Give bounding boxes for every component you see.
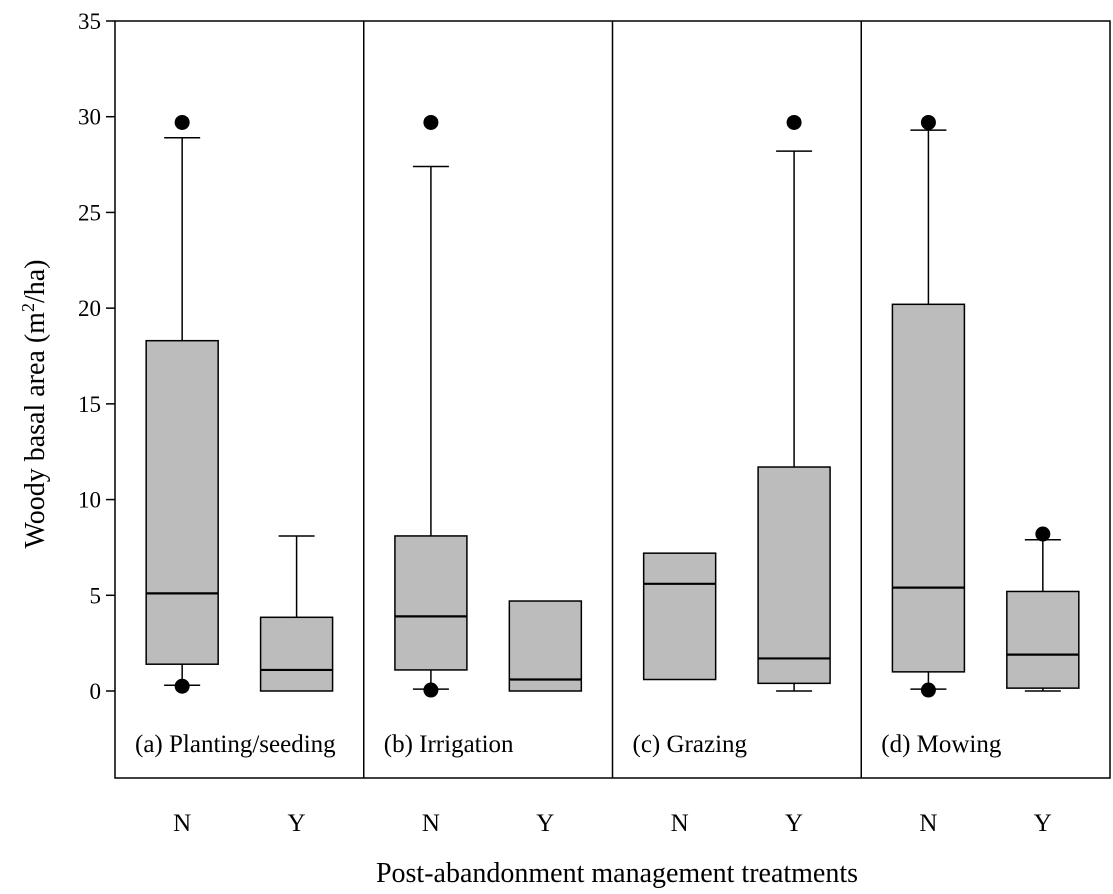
x-category-label: Y xyxy=(785,810,803,837)
outlier-point xyxy=(920,682,936,698)
y-axis-title: Woody basal area (m2/ha) xyxy=(18,260,51,549)
panel-1: (a) Planting/seeding xyxy=(135,114,336,758)
y-tick-label-20: 20 xyxy=(78,296,101,321)
x-category-label: Y xyxy=(288,810,306,837)
outlier-point xyxy=(423,114,439,130)
panel-label: (d) Mowing xyxy=(881,731,1002,758)
y-axis-title-main: Woody basal area (m xyxy=(20,312,51,549)
panel-2: (b) Irrigation xyxy=(363,21,583,778)
x-axis-title: Post-abandonment management treatments xyxy=(376,858,858,889)
iqr-box xyxy=(259,616,334,692)
y-axis-title-tail: /ha) xyxy=(20,260,51,304)
panel-4: (d) Mowing xyxy=(860,21,1080,778)
y-axis-title-superscript: 2 xyxy=(18,303,38,312)
panel-label: (b) Irrigation xyxy=(384,731,514,758)
outlier-point xyxy=(920,114,936,130)
x-category-label: N xyxy=(919,810,937,837)
y-tick-label-35: 35 xyxy=(78,9,101,34)
iqr-box xyxy=(508,600,583,692)
box-y xyxy=(508,600,583,692)
x-category-label: Y xyxy=(536,810,554,837)
y-tick-label-25: 25 xyxy=(78,200,101,225)
panels: (a) Planting/seeding (b) Irrigation (c) Gr… xyxy=(135,21,1080,778)
y-tick-label-10: 10 xyxy=(78,488,101,513)
box-n xyxy=(145,114,219,694)
box-n xyxy=(891,114,966,698)
outlier-point xyxy=(786,114,802,130)
box-y xyxy=(1006,526,1080,692)
box-n xyxy=(394,114,468,698)
x-category-label: N xyxy=(671,810,689,837)
x-category-label: N xyxy=(173,810,191,837)
panel-label: (c) Grazing xyxy=(633,731,748,758)
outlier-point xyxy=(1035,526,1051,542)
y-tick-label-30: 30 xyxy=(78,105,101,130)
iqr-box xyxy=(1006,590,1080,689)
x-category-label: Y xyxy=(1034,810,1052,837)
iqr-box xyxy=(394,535,468,671)
box-n xyxy=(642,552,717,681)
outlier-point xyxy=(423,682,439,698)
outlier-point xyxy=(174,114,190,130)
panel-3: (c) Grazing xyxy=(611,21,831,778)
panel-label: (a) Planting/seeding xyxy=(135,731,336,758)
box-y xyxy=(757,114,831,692)
x-category-label: N xyxy=(422,810,440,837)
iqr-box xyxy=(642,552,717,681)
y-axis: 0 5 10 15 20 25 30 35 xyxy=(78,9,115,704)
iqr-box xyxy=(891,303,966,673)
y-tick-label-15: 15 xyxy=(78,392,101,417)
iqr-box xyxy=(145,339,219,665)
box-y xyxy=(259,535,334,692)
y-tick-label-0: 0 xyxy=(90,679,102,704)
outlier-point xyxy=(174,678,190,694)
y-tick-label-5: 5 xyxy=(90,583,102,608)
iqr-box xyxy=(757,466,831,685)
